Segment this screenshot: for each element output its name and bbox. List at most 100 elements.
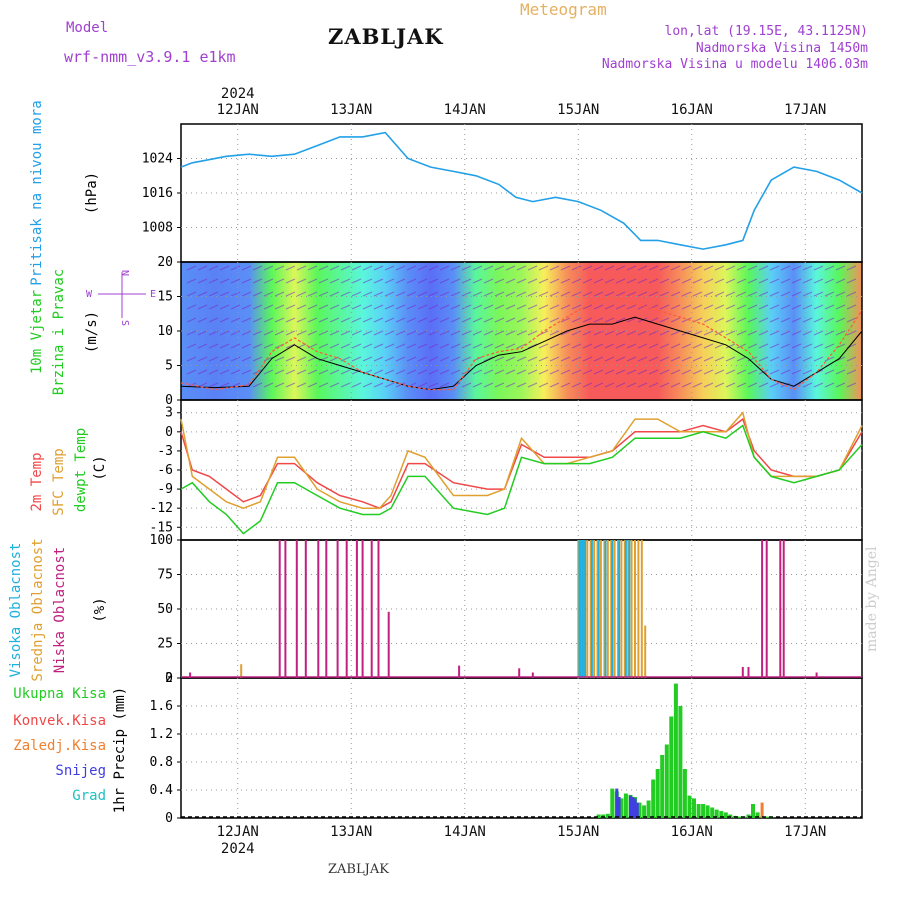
wind-barb — [758, 356, 769, 362]
wind-barb — [692, 291, 703, 297]
wind-barb — [373, 369, 384, 375]
total-precip-bar — [719, 811, 724, 818]
wind-barb — [538, 317, 549, 323]
wind-barb — [351, 304, 362, 310]
wind-barb — [472, 343, 483, 349]
wind-barb — [406, 304, 417, 310]
wind-barb — [659, 278, 670, 284]
wind-barb — [648, 343, 659, 349]
wind-barb — [648, 356, 659, 362]
wind-barb — [769, 382, 780, 388]
wind-barb — [318, 330, 329, 336]
wind-barb — [560, 343, 571, 349]
wind-barb — [395, 356, 406, 362]
low-cloud-bar — [278, 540, 281, 678]
wind-barb — [461, 330, 472, 336]
wind-barb — [538, 278, 549, 284]
model-elevation-label: Nadmorska Visina u modelu 1406.03m — [601, 57, 868, 72]
wind-barb — [494, 356, 505, 362]
wind-barb — [483, 278, 494, 284]
cloud-unit-label: (%) — [92, 597, 108, 622]
wind-barb — [758, 382, 769, 388]
wind-barb — [329, 278, 340, 284]
wind-barb — [725, 356, 736, 362]
wind-barb — [219, 291, 230, 297]
wind-barb — [604, 369, 615, 375]
wind-barb — [615, 317, 626, 323]
wind-barb — [428, 291, 439, 297]
wind-barb — [505, 265, 516, 271]
wind-ytick-label: 20 — [157, 255, 173, 270]
wind-barb — [659, 382, 670, 388]
wind-barb — [681, 382, 692, 388]
wind-barb — [637, 382, 648, 388]
wind-barb — [340, 278, 351, 284]
wind-barb — [263, 356, 274, 362]
wind-barb — [472, 304, 483, 310]
sfc-temp-line — [180, 411, 863, 510]
pressure-grid — [181, 124, 862, 262]
wind-barb — [483, 304, 494, 310]
wind-ytick-label: 10 — [157, 324, 173, 339]
wind-barb — [593, 291, 604, 297]
wind-barb — [450, 278, 461, 284]
wind-barb — [736, 278, 747, 284]
wind-barb — [395, 330, 406, 336]
low-cloud-bar — [345, 540, 348, 678]
wind-ytick-label: 5 — [165, 359, 173, 374]
wind-barb — [406, 317, 417, 323]
temperature-ytick-label: -9 — [157, 482, 173, 497]
wind-barb — [615, 330, 626, 336]
wind-barb — [824, 343, 835, 349]
wind-barb — [769, 304, 780, 310]
wind-barb — [450, 356, 461, 362]
wind-barb — [692, 278, 703, 284]
wind-barb — [791, 304, 802, 310]
bottom-date-label: 14JAN — [444, 824, 486, 840]
wind-barb — [340, 369, 351, 375]
wind-barb — [285, 304, 296, 310]
wind-barb — [318, 278, 329, 284]
wind-barb — [329, 304, 340, 310]
wind-barb — [428, 265, 439, 271]
wind-barb — [791, 343, 802, 349]
wind-barb — [439, 278, 450, 284]
wind-barb — [461, 291, 472, 297]
wind-barb — [296, 278, 307, 284]
wind-barb — [285, 343, 296, 349]
wind-barb — [516, 330, 527, 336]
wind-barb — [681, 369, 692, 375]
wind-barb — [505, 291, 516, 297]
wind-barb — [241, 343, 252, 349]
cloud-ytick-label: 0 — [165, 671, 173, 686]
wind-barb — [747, 369, 758, 375]
temp-2m-label: 2m Temp — [29, 452, 45, 511]
meteogram-label: Meteogram — [520, 0, 607, 19]
wind-barb — [329, 291, 340, 297]
wind-barb — [692, 304, 703, 310]
wind-barb — [681, 304, 692, 310]
freezing-precip-bar — [760, 802, 764, 818]
wind-barb — [560, 330, 571, 336]
wind-barb — [659, 330, 670, 336]
wind-barb — [219, 369, 230, 375]
wind-barb — [450, 343, 461, 349]
wind-barb — [582, 369, 593, 375]
wind-barb — [725, 330, 736, 336]
wind-barb — [406, 343, 417, 349]
temperature-ytick-label: 3 — [165, 406, 173, 421]
wind-barb — [549, 369, 560, 375]
wind-barb — [604, 382, 615, 388]
temperature-ytick-label: -6 — [157, 463, 173, 478]
wind-barb — [395, 369, 406, 375]
wind-barb — [582, 265, 593, 271]
wind-barb — [538, 382, 549, 388]
wind-barb — [780, 356, 791, 362]
wind-barb — [846, 382, 857, 388]
legend-freezing-precip: Zaledj.Kisa — [13, 738, 106, 754]
wind-barb — [296, 317, 307, 323]
wind-barb — [362, 291, 373, 297]
wind-barb — [307, 265, 318, 271]
precip-label: 1hr Precip (mm) — [112, 687, 128, 813]
wind-barb — [670, 304, 681, 310]
